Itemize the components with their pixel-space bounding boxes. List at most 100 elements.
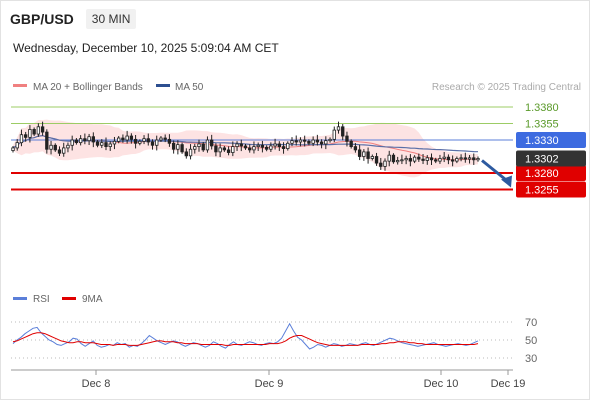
level-labels: 1.3380 1.3355 1.3330 1.3280 1.3255 1.3302 xyxy=(516,102,586,198)
symbol-title: GBP/USD xyxy=(10,11,74,27)
candle-body xyxy=(87,136,91,142)
candle-body xyxy=(36,126,41,135)
candle-body xyxy=(252,146,256,151)
candle-body xyxy=(379,162,383,167)
candle-body xyxy=(129,135,134,140)
candle-body xyxy=(57,149,62,154)
candle-body xyxy=(150,141,155,146)
candle-body xyxy=(11,147,15,151)
candle-body xyxy=(472,157,476,161)
ma50-legend-swatch xyxy=(156,84,170,87)
ma9-legend-swatch xyxy=(62,297,76,300)
candle-body xyxy=(197,143,201,148)
candle-body xyxy=(15,142,19,149)
rsi-line xyxy=(12,322,479,350)
forecast-arrow-shaft xyxy=(481,159,509,183)
candle-body xyxy=(117,137,121,142)
candle-body xyxy=(383,160,387,167)
candle-body xyxy=(180,144,184,153)
candle-body xyxy=(193,146,197,150)
candle-body xyxy=(171,142,176,150)
candle-body xyxy=(336,126,341,131)
support-label: 1.3255 xyxy=(525,185,559,197)
candle-body xyxy=(226,149,231,153)
candle-body xyxy=(235,143,239,148)
candle-body xyxy=(45,131,49,150)
candle-body xyxy=(345,135,349,142)
candle-body xyxy=(450,159,455,162)
x-axis-label: Dec 9 xyxy=(255,378,284,390)
candle-body xyxy=(201,143,205,151)
candle-body xyxy=(434,159,438,162)
candle-body xyxy=(95,141,100,146)
ma20-legend-label: MA 20 + Bollinger Bands xyxy=(33,82,143,93)
timestamp: Wednesday, December 10, 2025 5:09:04 AM … xyxy=(13,41,279,55)
candle-body xyxy=(78,138,83,144)
price-levels xyxy=(11,106,513,191)
rsi-tick-label: 70 xyxy=(525,317,537,329)
candle-body xyxy=(277,143,281,148)
candle-body xyxy=(146,138,150,143)
candle-body xyxy=(142,138,146,142)
candle-body xyxy=(66,144,70,149)
candle-body xyxy=(155,139,159,146)
support-label: 1.3280 xyxy=(525,168,559,180)
candle-body xyxy=(349,140,353,148)
candle-body xyxy=(70,139,74,146)
pivot-label-box xyxy=(516,132,586,148)
pivot-label: 1.3330 xyxy=(525,135,559,147)
candle-body xyxy=(138,140,142,144)
candle-body xyxy=(53,144,57,151)
candle-body xyxy=(303,139,307,142)
candle-body xyxy=(438,158,442,162)
candle-body xyxy=(328,138,332,142)
chart-header: GBP/USD 30 MIN xyxy=(10,8,137,30)
timeframe-badge[interactable]: 30 MIN xyxy=(85,9,137,29)
candle-body xyxy=(112,140,117,145)
candle-body xyxy=(442,156,446,159)
ma9-legend-label: 9MA xyxy=(82,294,103,305)
ma20-legend-swatch xyxy=(13,84,27,87)
candlesticks xyxy=(11,121,480,171)
candle-body xyxy=(341,126,345,137)
x-axis-label: Dec 19 xyxy=(491,378,526,390)
candle-body xyxy=(298,139,303,143)
candle-body xyxy=(91,136,95,143)
candle-body xyxy=(366,151,370,159)
candle-body xyxy=(311,139,315,144)
candle-body xyxy=(387,154,391,162)
candle-body xyxy=(412,156,417,162)
candle-body xyxy=(260,144,265,148)
rsi-ma-line xyxy=(12,332,479,346)
ma50-legend-label: MA 50 xyxy=(175,82,204,93)
candle-body xyxy=(218,147,222,153)
candle-body xyxy=(290,140,294,144)
candle-body xyxy=(167,138,172,144)
candle-body xyxy=(404,158,408,161)
x-axis-label: Dec 8 xyxy=(82,378,111,390)
candle-body xyxy=(83,138,87,142)
current-price-box xyxy=(516,150,586,167)
candle-body xyxy=(396,160,400,163)
candle-body xyxy=(32,129,36,135)
rsi-legend-label: RSI xyxy=(33,294,50,305)
candle-body xyxy=(104,142,108,147)
candle-body xyxy=(357,149,362,157)
candle-body xyxy=(315,139,320,143)
candle-body xyxy=(446,156,451,161)
rsi-tick-label: 30 xyxy=(525,353,537,365)
candle-body xyxy=(256,144,260,147)
candle-body xyxy=(294,140,298,143)
candle-body xyxy=(417,156,421,160)
candle-body xyxy=(459,157,463,160)
candle-body xyxy=(239,143,243,147)
resistance-label: 1.3355 xyxy=(525,119,559,131)
candle-body xyxy=(231,146,235,153)
candle-body xyxy=(163,137,167,140)
candle-body xyxy=(455,158,459,162)
candle-body xyxy=(476,158,480,161)
rsi-legend-swatch xyxy=(13,297,27,300)
candle-body xyxy=(425,157,429,161)
candle-body xyxy=(62,147,66,154)
